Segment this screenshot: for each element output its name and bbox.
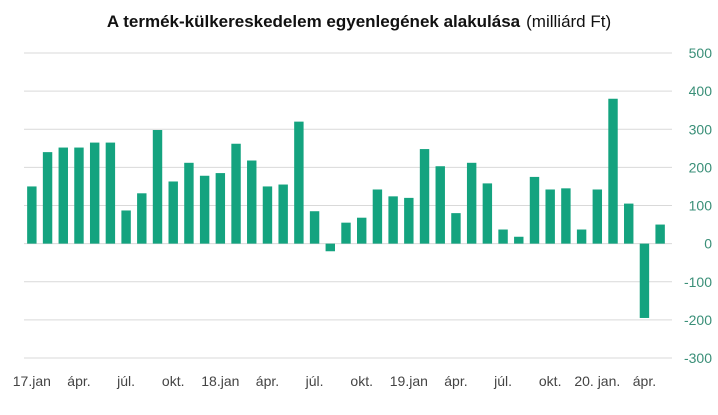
bar: [624, 203, 634, 244]
bar: [529, 176, 540, 244]
bar: [592, 189, 603, 244]
x-tick-label: ápr.: [444, 373, 467, 389]
bar: [231, 143, 241, 244]
y-tick-label: 500: [689, 45, 713, 61]
chart-unit: (milliárd Ft): [526, 12, 612, 31]
bar: [608, 98, 618, 244]
x-tick-label: ápr.: [633, 373, 656, 389]
y-tick-label: 0: [704, 236, 712, 252]
x-tick-label: okt.: [162, 373, 185, 389]
bar: [137, 193, 147, 244]
x-tick-label: júl.: [116, 373, 135, 389]
bar: [74, 147, 84, 244]
x-tick-label: ápr.: [67, 373, 90, 389]
y-tick-label: 200: [689, 159, 713, 175]
bar: [561, 188, 571, 244]
bar: [42, 152, 53, 244]
bar: [184, 162, 194, 244]
bar: [435, 166, 445, 244]
bar: [655, 224, 665, 244]
x-tick-label: 20. jan.: [574, 373, 620, 389]
bar: [404, 197, 414, 244]
bar: [294, 121, 304, 244]
bar: [639, 243, 650, 318]
y-axis: 500 400 300 200 100 0 -100 -200 -300: [684, 45, 712, 366]
grid-layer: [24, 52, 672, 359]
bar: [341, 222, 351, 244]
bar: [152, 130, 163, 244]
bar: [482, 183, 493, 244]
x-tick-label: okt.: [539, 373, 562, 389]
x-tick-label: júl.: [493, 373, 512, 389]
bar: [576, 229, 587, 244]
chart-title-text: A termék-külkereskedelem egyenlegének al…: [106, 12, 521, 31]
bar: [27, 186, 37, 244]
bar: [357, 217, 367, 244]
bar: [466, 162, 477, 244]
x-tick-label: júl.: [305, 373, 324, 389]
x-tick-label: okt.: [350, 373, 373, 389]
bar: [451, 213, 461, 244]
bar: [545, 189, 555, 244]
bar: [278, 184, 288, 244]
bar: [325, 243, 335, 252]
bar: [121, 210, 131, 244]
y-tick-label: -100: [684, 274, 712, 290]
bar: [247, 160, 257, 244]
bar: [498, 229, 508, 244]
bar: [199, 175, 210, 244]
bar: [514, 236, 524, 244]
bar: [262, 186, 273, 244]
bar-layer: [27, 98, 665, 318]
y-tick-label: 400: [689, 83, 713, 99]
y-tick-label: 100: [689, 198, 713, 214]
x-axis: 17.jan ápr. júl. okt. 18.jan ápr. júl. okt. 19.j…: [13, 373, 656, 389]
bar: [168, 181, 178, 244]
x-tick-label: 19.jan: [390, 373, 428, 389]
x-tick-label: 17.jan: [13, 373, 51, 389]
y-tick-label: -300: [684, 350, 712, 366]
x-tick-label: ápr.: [256, 373, 279, 389]
bar: [388, 196, 398, 244]
y-tick-label: 300: [689, 121, 713, 137]
bar: [419, 149, 430, 244]
bar: [58, 147, 68, 244]
y-tick-label: -200: [684, 312, 712, 328]
bar: [309, 211, 320, 244]
bar: [215, 173, 226, 244]
chart-title: A termék-külkereskedelem egyenlegének al…: [0, 12, 718, 32]
x-tick-label: 18.jan: [201, 373, 239, 389]
bar: [372, 189, 383, 244]
bar: [105, 142, 116, 244]
bar: [89, 142, 100, 244]
